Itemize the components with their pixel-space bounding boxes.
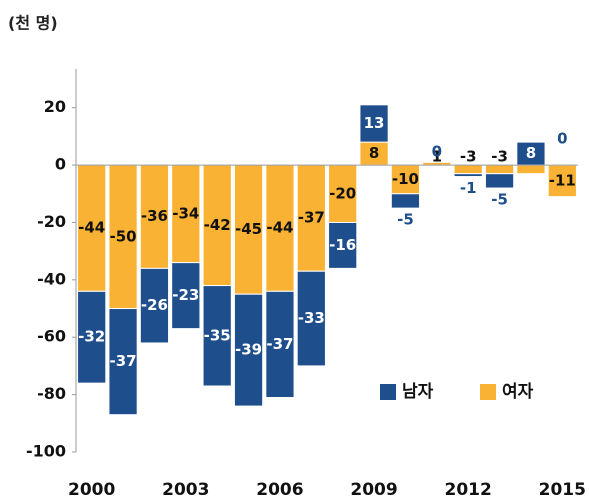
value-label: -3 xyxy=(460,148,477,166)
x-tick-label: 2012 xyxy=(445,480,492,500)
x-tick-label: 2003 xyxy=(162,480,209,500)
value-label: -26 xyxy=(141,296,168,314)
value-label: -39 xyxy=(235,341,262,359)
value-label: -37 xyxy=(298,209,325,227)
value-label: -42 xyxy=(204,216,231,234)
value-label: -1 xyxy=(460,179,477,197)
value-label: 13 xyxy=(364,114,385,132)
bar-segment xyxy=(454,174,482,177)
value-label: 8 xyxy=(526,144,536,162)
y-tick-label: 0 xyxy=(55,155,66,174)
value-label: -23 xyxy=(172,286,199,304)
value-label: -20 xyxy=(329,184,356,202)
value-label: -16 xyxy=(329,236,356,254)
bar-segment xyxy=(517,165,545,174)
value-label: -34 xyxy=(172,204,199,222)
bar-segment xyxy=(391,194,419,208)
value-label: -11 xyxy=(549,171,576,189)
value-label: -5 xyxy=(491,191,508,209)
x-tick-label: 2015 xyxy=(539,480,586,500)
value-label: -36 xyxy=(141,207,168,225)
bar-segment xyxy=(485,174,513,188)
value-label: -44 xyxy=(266,219,293,237)
value-label: -45 xyxy=(235,220,262,238)
value-label: 0 xyxy=(432,143,442,161)
value-label: -3 xyxy=(491,148,508,166)
unit-label: (천 명) xyxy=(8,14,58,33)
y-tick-label: -40 xyxy=(37,269,66,288)
value-label: -35 xyxy=(204,326,231,344)
y-tick-label: 20 xyxy=(44,97,66,116)
legend-swatch xyxy=(480,384,496,400)
value-label: -44 xyxy=(78,219,105,237)
value-label: -32 xyxy=(78,328,105,346)
value-label: -37 xyxy=(110,352,137,370)
bar-segment xyxy=(454,165,482,174)
x-tick-label: 2000 xyxy=(68,480,115,500)
bar-segment xyxy=(485,165,513,174)
x-tick-label: 2009 xyxy=(350,480,397,500)
legend-label: 남자 xyxy=(402,382,434,402)
y-tick-label: -20 xyxy=(37,212,66,231)
value-label: -33 xyxy=(298,309,325,327)
y-tick-label: -80 xyxy=(37,384,66,403)
value-label: -5 xyxy=(397,211,414,229)
value-label: -50 xyxy=(110,227,137,245)
y-tick-label: -100 xyxy=(26,442,66,461)
y-tick-label: -60 xyxy=(37,327,66,346)
legend-label: 여자 xyxy=(502,382,534,402)
x-tick-label: 2006 xyxy=(256,480,303,500)
value-label: 0 xyxy=(557,130,567,148)
legend-swatch xyxy=(380,384,396,400)
value-label: 8 xyxy=(369,144,379,162)
value-label: -10 xyxy=(392,170,419,188)
value-label: -37 xyxy=(266,335,293,353)
